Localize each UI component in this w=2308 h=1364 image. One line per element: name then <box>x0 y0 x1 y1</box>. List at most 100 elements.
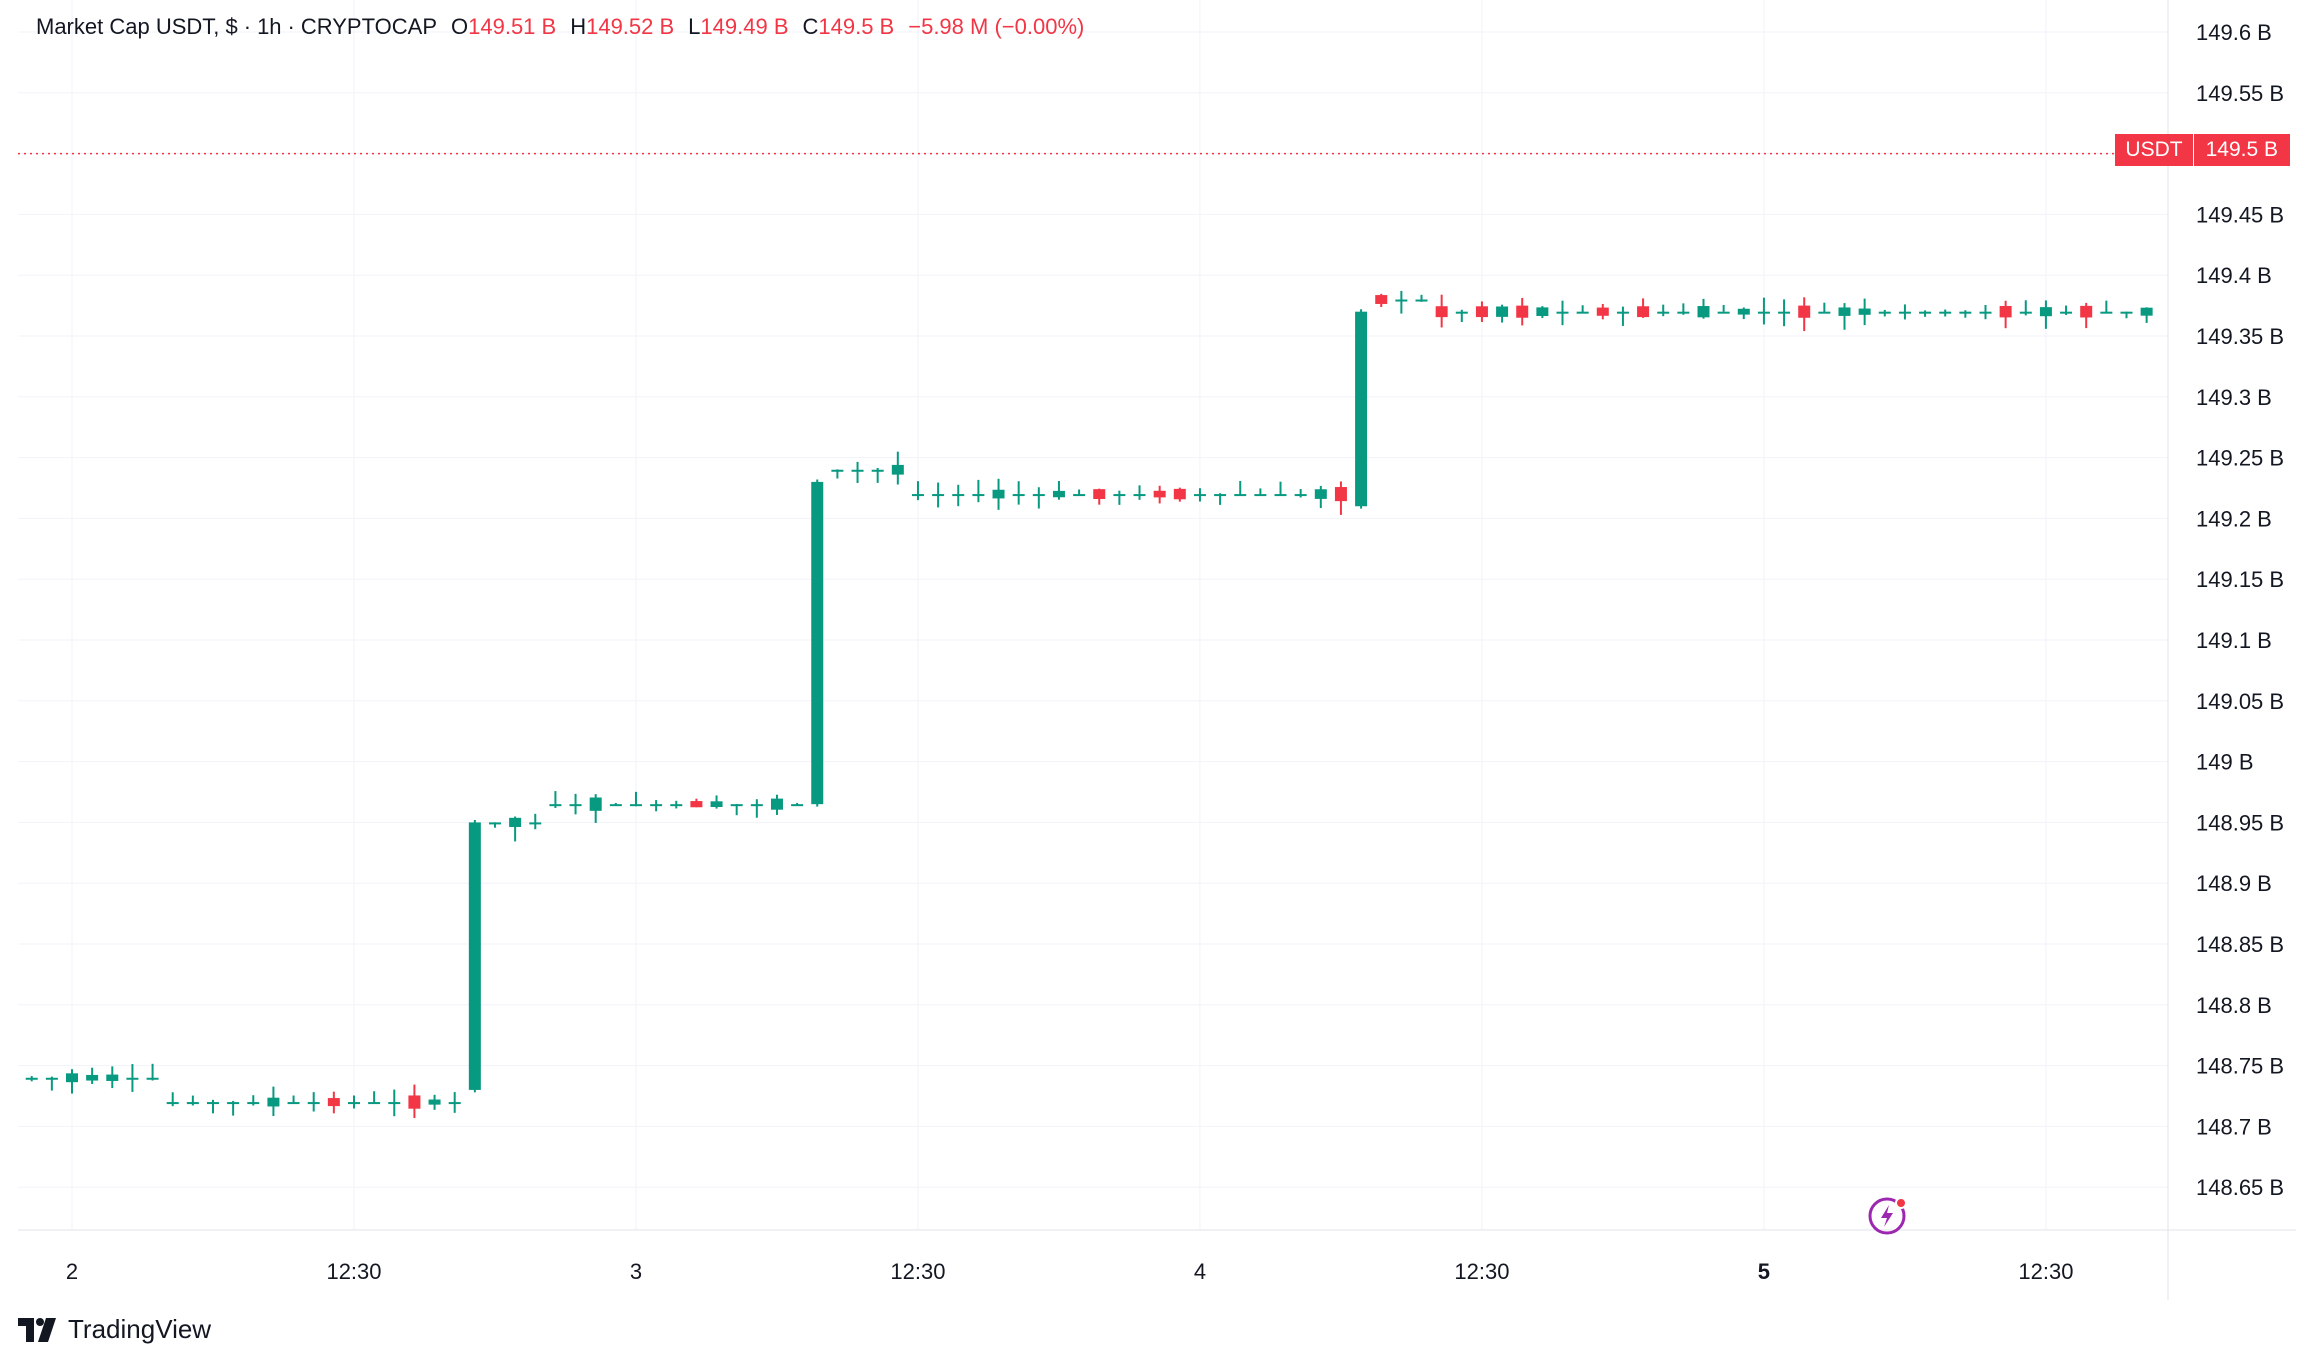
candle-body <box>1798 305 1811 318</box>
x-axis-tick-label: 3 <box>630 1259 642 1284</box>
candle-body <box>1153 490 1166 498</box>
candle-body <box>2039 307 2052 317</box>
candle-body <box>529 822 542 825</box>
legend-separator: · <box>243 14 252 39</box>
candle-body <box>1818 311 1831 314</box>
low-value: 149.49 B <box>700 14 789 39</box>
y-axis-tick-label: 149.55 B <box>2196 81 2284 106</box>
candle-body <box>1737 308 1750 315</box>
candle-body <box>307 1102 320 1105</box>
candle-body <box>146 1077 159 1080</box>
price-tag-value: 149.5 B <box>2193 134 2290 166</box>
candle-body <box>811 481 824 805</box>
interval-label[interactable]: 1h <box>257 14 282 39</box>
y-axis-tick-label: 148.7 B <box>2196 1114 2272 1139</box>
candle-body <box>1616 311 1629 314</box>
candle-body <box>1274 494 1287 497</box>
candle-body <box>488 822 501 825</box>
candle-body <box>549 804 562 807</box>
candle-body <box>1052 490 1065 498</box>
candle-body <box>1012 494 1025 497</box>
y-axis-tick-label: 149.2 B <box>2196 506 2272 531</box>
y-axis-tick-label: 149.15 B <box>2196 567 2284 592</box>
candle-body <box>1093 489 1106 500</box>
candle-body <box>2080 305 2093 318</box>
open-value: 149.51 B <box>468 14 557 39</box>
candle-body <box>891 464 904 475</box>
candle-body <box>45 1077 58 1080</box>
tradingview-wordmark: TradingView <box>68 1314 212 1344</box>
candle-body <box>1717 311 1730 314</box>
candle-body <box>972 494 985 497</box>
candle-body <box>66 1073 78 1083</box>
tradingview-branding[interactable]: TradingView <box>18 1314 211 1345</box>
candle-body <box>327 1098 340 1107</box>
candle-body <box>1234 494 1247 497</box>
candle-body <box>1858 308 1871 315</box>
candle-body <box>1173 488 1186 500</box>
candle-body <box>2140 307 2153 316</box>
candle-body <box>1596 307 1609 316</box>
candle-body <box>1375 295 1388 304</box>
price-tag-symbol: USDT <box>2115 134 2194 166</box>
candle-body <box>2100 311 2113 314</box>
close-label: C <box>802 14 819 39</box>
candle-body <box>1898 311 1911 314</box>
y-axis-tick-label: 148.75 B <box>2196 1054 2284 1079</box>
candle-body <box>1778 311 1791 314</box>
candle-body <box>851 469 864 472</box>
candle-body <box>1334 487 1347 502</box>
candle-body <box>1757 311 1770 314</box>
candle-body <box>1254 494 1267 497</box>
symbol-name[interactable]: Market Cap USDT, $ <box>36 14 238 39</box>
y-axis-tick-label: 149.45 B <box>2196 202 2284 227</box>
legend-separator: · <box>287 14 295 39</box>
candle-body <box>1475 306 1488 318</box>
candle-body <box>2060 311 2073 314</box>
open-label: O <box>451 14 469 39</box>
lightning-icon[interactable] <box>1868 1195 1908 1235</box>
candle-body <box>468 822 481 1090</box>
x-axis-tick-label: 4 <box>1194 1259 1206 1284</box>
candle-body <box>106 1074 119 1081</box>
candle-body <box>1536 307 1549 316</box>
candle-body <box>1576 311 1589 314</box>
source-label: CRYPTOCAP <box>300 14 437 39</box>
chart-legend: Market Cap USDT, $ · 1h · CRYPTOCAP O 14… <box>36 14 1084 40</box>
candle-body <box>992 489 1005 499</box>
y-axis-tick-label: 148.85 B <box>2196 932 2284 957</box>
chart-area[interactable]: 149.6 B 149.55 B 149.5 B 149.45 B 149.4 B 149… <box>18 0 2296 1300</box>
candle-body <box>287 1102 300 1105</box>
candle-body <box>1677 311 1690 314</box>
y-axis-tick-label: 149.6 B <box>2196 20 2272 45</box>
candle-body <box>166 1102 179 1105</box>
candle-body <box>1294 494 1307 497</box>
candle-body <box>388 1102 401 1105</box>
candle-body <box>871 469 884 472</box>
candle-body <box>1214 494 1227 497</box>
candle-body <box>1979 311 1992 314</box>
high-label: H <box>570 14 587 39</box>
candle-body <box>609 804 622 807</box>
candle-body <box>831 469 844 472</box>
y-axis-tick-label: 148.95 B <box>2196 810 2284 835</box>
candle-body <box>770 798 783 810</box>
candle-body <box>25 1077 38 1080</box>
candle-body <box>650 804 663 807</box>
candle-body <box>126 1077 139 1080</box>
x-axis-tick-label: 12:30 <box>1454 1259 1509 1284</box>
candle-body <box>1395 299 1408 302</box>
tradingview-logo-icon <box>18 1317 56 1342</box>
candle-body <box>791 804 804 807</box>
candle-body <box>428 1099 441 1105</box>
candlestick-chart[interactable]: 149.6 B 149.55 B 149.5 B 149.45 B 149.4 B 149… <box>18 0 2296 1300</box>
y-axis-tick-label: 148.65 B <box>2196 1175 2284 1200</box>
candle-body <box>1435 306 1448 318</box>
candle-body <box>1314 489 1327 499</box>
low-label: L <box>688 14 701 39</box>
candle-body <box>1113 494 1126 497</box>
y-axis-tick-label: 149.3 B <box>2196 385 2272 410</box>
last-price-tag: USDT 149.5 B <box>2115 134 2290 166</box>
y-axis-tick-label: 149 B <box>2196 750 2254 775</box>
candle-body <box>408 1095 421 1109</box>
